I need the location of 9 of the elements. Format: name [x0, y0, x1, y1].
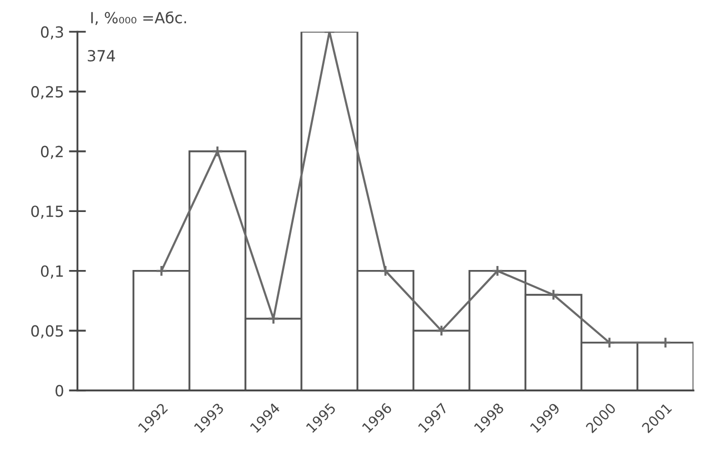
y-tick-label: 0,2	[40, 146, 63, 159]
text: 374	[88, 50, 115, 62]
y-tick-label: 0,3	[40, 26, 64, 40]
y-tick-label: 0,15	[31, 206, 63, 219]
y-tick-label: 0,25	[31, 86, 63, 100]
y-axis-title: I, %₀₀₀ =Абс.	[91, 11, 186, 25]
y-tick-label: 0	[56, 384, 64, 396]
y-tick-label: 0,05	[31, 325, 63, 338]
y-tick-label: 0,1	[40, 265, 63, 278]
